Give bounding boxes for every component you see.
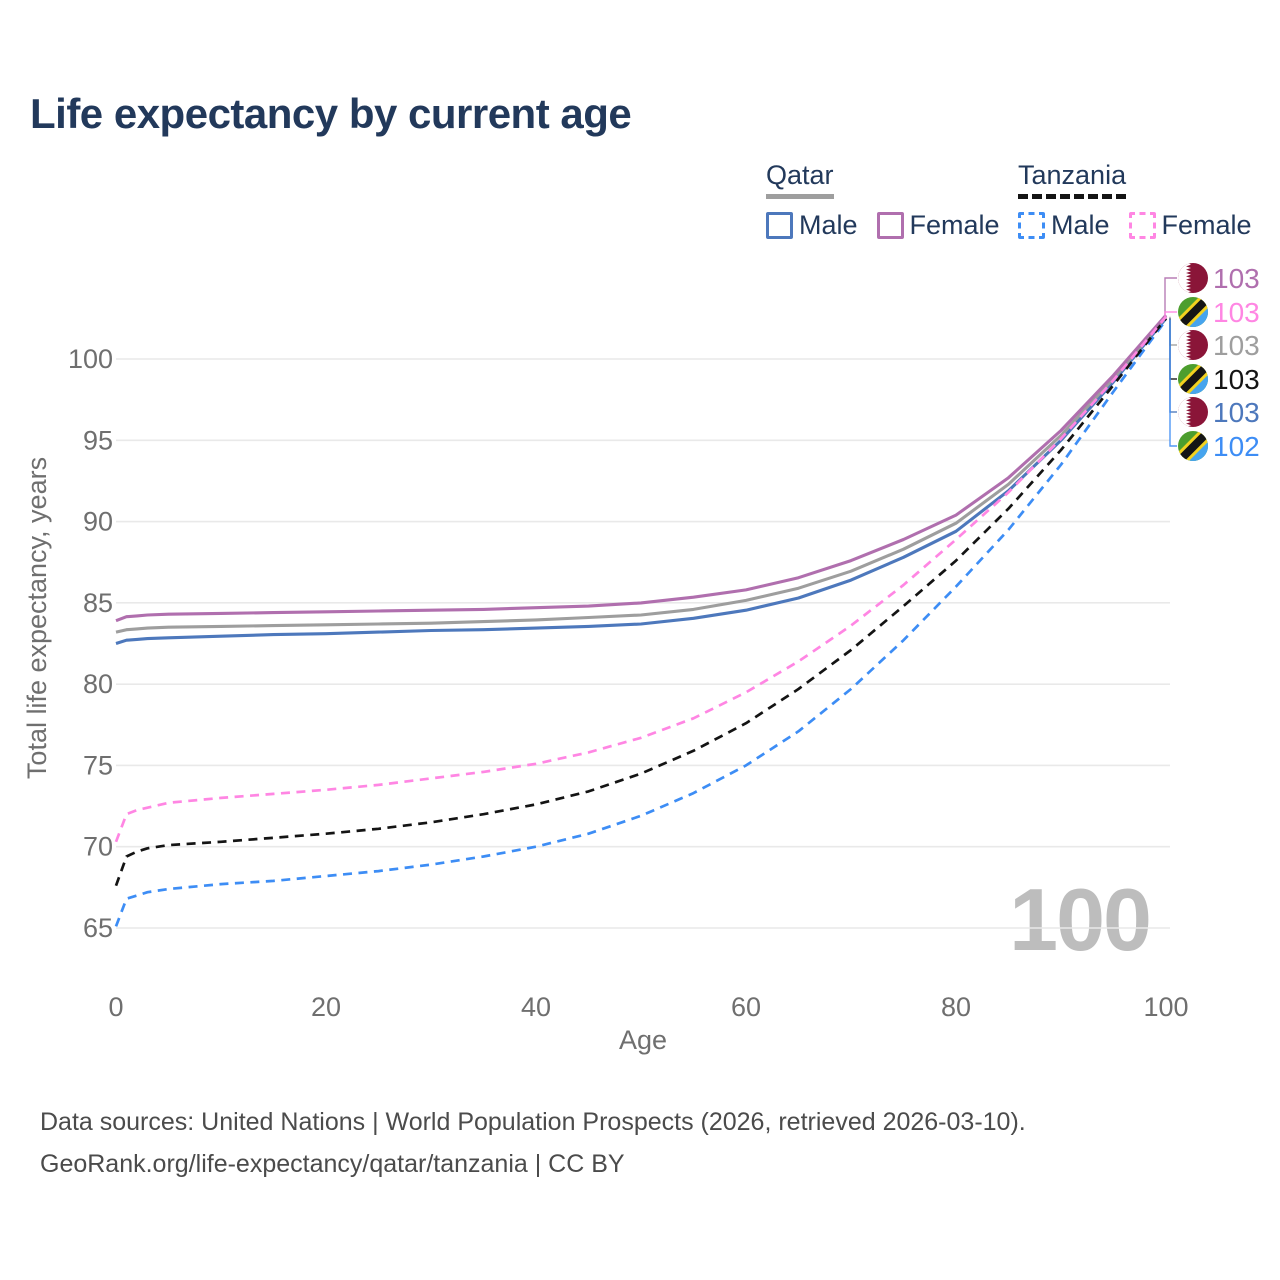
leader-line (1164, 311, 1177, 317)
y-axis-tick-labels: 65 70 75 80 85 90 95 100 (68, 344, 113, 943)
end-value-label: 103 (1213, 330, 1260, 361)
x-tick-label: 20 (311, 992, 341, 1022)
legend-label-qatar-male: Male (799, 210, 858, 240)
legend-country-tanzania[interactable]: Tanzania (1018, 160, 1127, 199)
footer-data-sources: Data sources: United Nations | World Pop… (40, 1108, 1026, 1136)
line-qatar-both (115, 315, 1168, 634)
end-label-flags (1178, 263, 1208, 461)
tanzania-male-line-swatch-icon (1018, 212, 1045, 239)
legend-label-tanzania-female: Female (1161, 210, 1252, 240)
end-value-label: 103 (1213, 297, 1260, 328)
legend-item-tanzania-female[interactable]: Female (1128, 210, 1252, 241)
leader-line (1164, 277, 1177, 316)
leader-line (1169, 316, 1177, 346)
legend-item-qatar-female[interactable]: Female (876, 210, 1000, 241)
qatar-flag-icon (1178, 330, 1208, 360)
line-qatar-male (115, 317, 1168, 645)
tanzania-flag-icon (1178, 364, 1208, 394)
leader-line (1169, 320, 1177, 447)
x-tick-label: 100 (1143, 992, 1188, 1022)
y-tick-label: 80 (83, 669, 113, 699)
x-axis-title: Age (619, 1025, 667, 1055)
end-value-label: 103 (1213, 263, 1260, 294)
y-tick-label: 100 (68, 344, 113, 374)
y-tick-label: 90 (83, 507, 113, 537)
end-value-label: 103 (1213, 364, 1260, 395)
end-value-label: 102 (1213, 431, 1260, 462)
line-tanzania-both (114, 317, 1168, 887)
tanzania-flag-icon (1178, 297, 1208, 327)
qatar-flag-icon (1178, 263, 1208, 293)
legend-group-qatar: Qatar Male Female (766, 160, 1000, 241)
series-lines (114, 314, 1168, 927)
y-tick-label: 70 (83, 832, 113, 862)
line-qatar-female (115, 314, 1168, 623)
legend-label-qatar-female: Female (909, 210, 1000, 240)
x-tick-label: 0 (108, 992, 123, 1022)
watermark-age-counter: 100 (1009, 870, 1152, 969)
leader-line (1169, 318, 1177, 413)
line-tanzania-male (114, 319, 1168, 927)
page-title: Life expectancy by current age (30, 90, 632, 137)
legend-group-tanzania: Tanzania Male Female (1018, 160, 1252, 241)
x-tick-label: 60 (731, 992, 761, 1022)
legend-item-qatar-male[interactable]: Male (766, 210, 858, 241)
legend-country-qatar[interactable]: Qatar (766, 160, 834, 199)
qatar-flag-icon (1178, 397, 1208, 427)
qatar-female-line-swatch-icon (876, 212, 904, 239)
gridlines (116, 358, 1170, 929)
y-tick-label: 75 (83, 750, 113, 780)
qatar-male-line-swatch-icon (766, 212, 793, 239)
leader-line (1169, 318, 1177, 380)
x-tick-label: 40 (521, 992, 551, 1022)
x-tick-label: 80 (941, 992, 971, 1022)
y-axis-title: Total life expectancy, years (22, 457, 52, 779)
legend-label-tanzania-male: Male (1051, 210, 1110, 240)
tanzania-flag-icon (1178, 431, 1208, 461)
x-axis-tick-labels: 0 20 40 60 80 100 (108, 992, 1188, 1022)
y-tick-label: 65 (83, 913, 113, 943)
y-tick-label: 95 (83, 425, 113, 455)
end-label-leader-lines (1164, 277, 1177, 447)
tanzania-female-line-swatch-icon (1128, 212, 1156, 239)
line-tanzania-female (114, 315, 1168, 843)
legend-item-tanzania-male[interactable]: Male (1018, 210, 1110, 241)
end-value-label: 103 (1213, 397, 1260, 428)
y-tick-label: 85 (83, 588, 113, 618)
footer-attribution: GeoRank.org/life-expectancy/qatar/tanzan… (40, 1150, 625, 1178)
